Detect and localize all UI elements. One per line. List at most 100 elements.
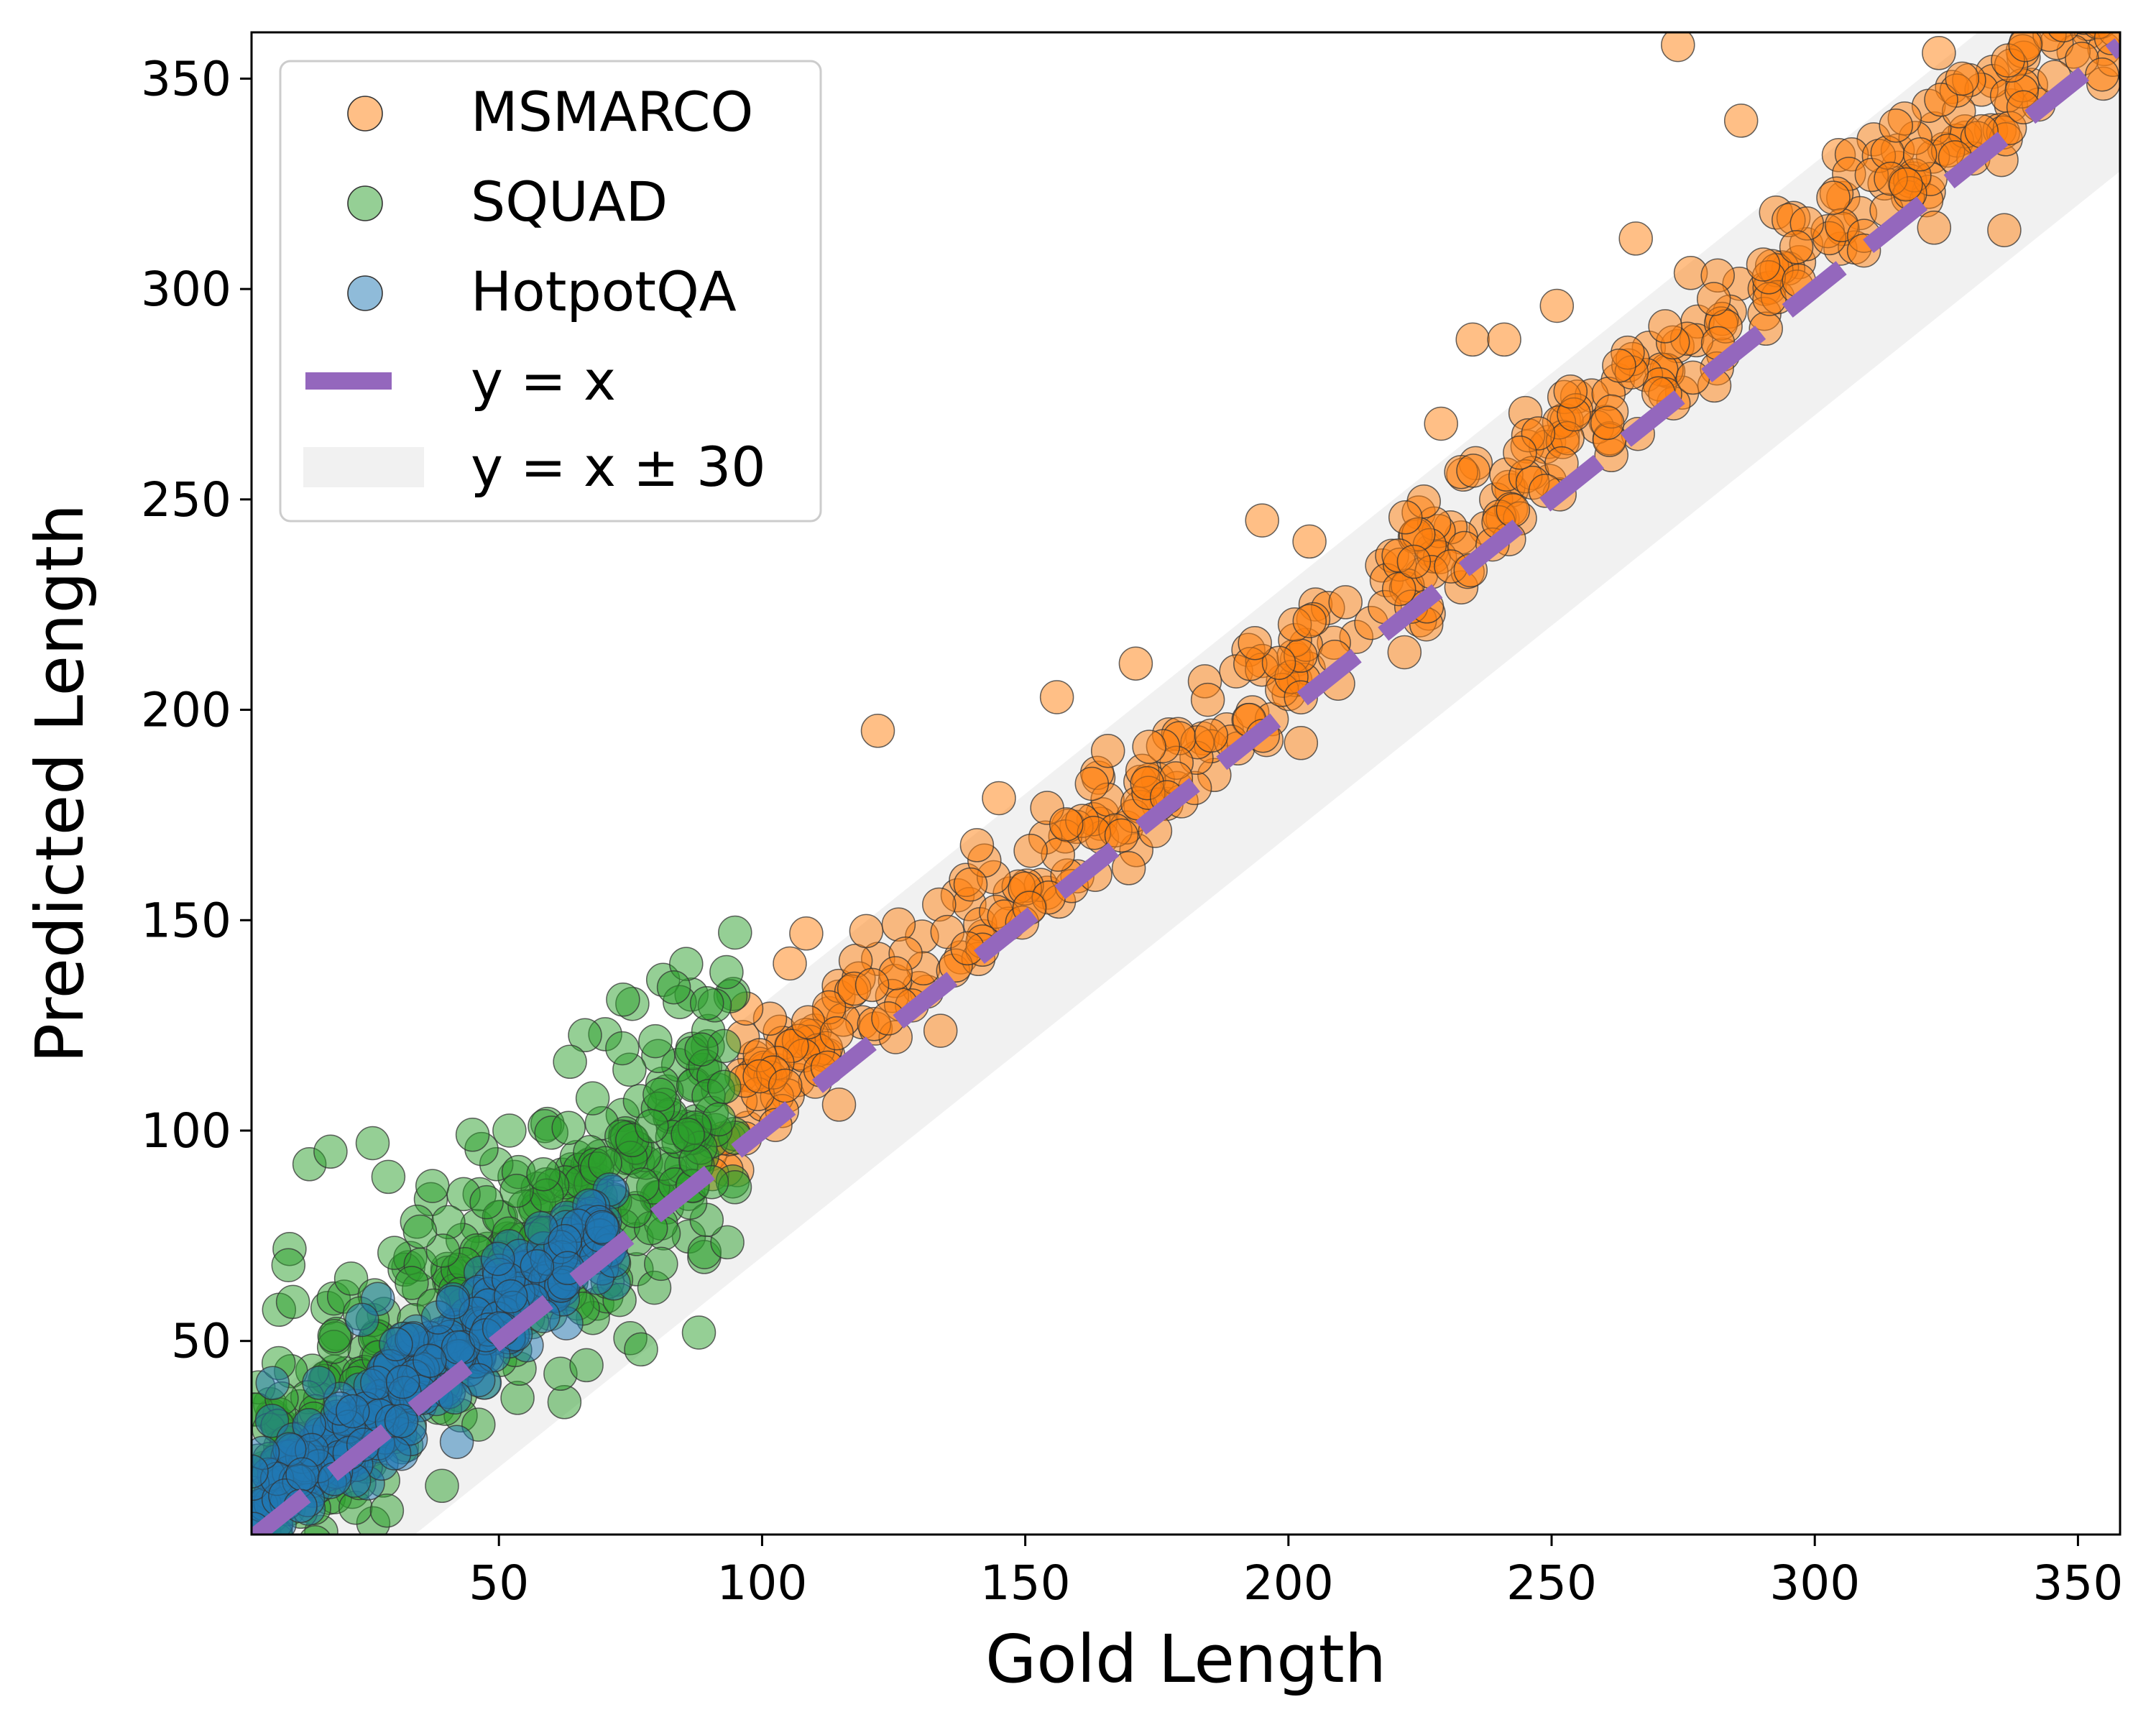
data-point	[371, 1159, 406, 1195]
data-point	[1424, 406, 1458, 441]
data-point	[526, 1156, 561, 1192]
data-point	[1544, 446, 1579, 481]
data-point	[252, 1454, 269, 1489]
data-point	[707, 1070, 742, 1104]
data-point	[415, 1169, 450, 1203]
data-point	[247, 1560, 280, 1593]
data-point	[953, 867, 988, 902]
data-point	[377, 1436, 412, 1471]
data-point	[395, 1266, 429, 1300]
y-tick-label: 100	[141, 1103, 231, 1159]
data-point	[2085, 57, 2119, 92]
data-point	[1381, 571, 1416, 607]
data-point	[1723, 104, 1759, 138]
data-point	[923, 1013, 958, 1048]
data-point	[1816, 180, 1851, 215]
data-point	[240, 1593, 273, 1626]
x-tick-label: 250	[1506, 1555, 1597, 1611]
data-point	[959, 828, 995, 862]
data-point	[881, 907, 916, 942]
data-point	[379, 1327, 413, 1361]
data-point	[255, 1366, 290, 1400]
data-point	[313, 1134, 348, 1169]
data-point	[1396, 544, 1432, 579]
data-point	[1245, 503, 1279, 538]
data-point	[285, 1457, 320, 1491]
data-point	[1917, 211, 1952, 245]
data-point	[606, 983, 640, 1017]
data-point	[271, 1248, 306, 1283]
data-point	[689, 986, 724, 1021]
data-point	[1924, 82, 1958, 117]
legend: MSMARCO SQUAD HotpotQA y = x y = x ± 30	[279, 60, 822, 523]
data-point	[1618, 221, 1653, 256]
data-point	[768, 1068, 803, 1103]
data-point	[302, 1366, 336, 1400]
x-tick-label: 150	[980, 1555, 1071, 1611]
y-axis: 50 100 150 200 250 300 350	[141, 51, 252, 1369]
x-tick-label: 300	[1769, 1555, 1860, 1611]
data-point	[860, 714, 895, 748]
data-point	[1889, 167, 1923, 202]
series-hotpotqa	[252, 1172, 631, 1535]
data-point	[1661, 32, 1695, 63]
data-point	[455, 1118, 490, 1152]
plot-frame	[250, 31, 2122, 1536]
data-point	[1190, 682, 1225, 717]
data-point	[624, 1332, 658, 1367]
data-point	[492, 1113, 527, 1148]
data-point	[819, 1016, 854, 1051]
data-point	[317, 1319, 352, 1353]
data-point	[821, 1087, 857, 1122]
y-tick-label: 150	[141, 893, 231, 948]
x-tick-label: 100	[717, 1555, 807, 1611]
data-point	[423, 1550, 456, 1583]
data-point	[1111, 851, 1146, 886]
data-point	[551, 1110, 586, 1145]
data-point	[1879, 108, 1913, 143]
legend-label-band: y = x ± 30	[471, 435, 766, 499]
data-point	[2089, 32, 2108, 35]
data-point	[520, 1249, 555, 1284]
data-point	[2008, 32, 2042, 63]
data-point	[635, 1109, 669, 1144]
data-point	[1090, 733, 1125, 768]
legend-label-hotpotqa: HotpotQA	[471, 259, 737, 323]
data-point	[1074, 766, 1110, 801]
data-point	[547, 1385, 582, 1420]
data-point	[1284, 726, 1319, 760]
data-point	[710, 1225, 745, 1260]
data-point	[575, 1081, 610, 1116]
data-point	[1746, 247, 1781, 282]
data-point	[1328, 585, 1363, 620]
x-tick-label: 200	[1243, 1555, 1334, 1611]
y-tick-label: 200	[141, 683, 231, 738]
data-point	[982, 781, 1016, 816]
data-point	[355, 1126, 390, 1161]
data-point	[1292, 604, 1327, 638]
data-point	[1503, 436, 1537, 470]
legend-marker-msmarco	[347, 96, 383, 132]
data-point	[849, 914, 884, 949]
data-point	[1553, 374, 1588, 409]
data-point	[1602, 348, 1636, 383]
data-point	[2075, 32, 2093, 35]
data-point	[275, 1609, 308, 1642]
data-point	[1487, 322, 1521, 357]
legend-marker-squad	[347, 185, 383, 221]
legend-label-msmarco: MSMARCO	[471, 80, 753, 144]
data-point	[1132, 730, 1166, 764]
data-point	[638, 1024, 673, 1059]
data-point	[402, 1214, 438, 1249]
data-point	[275, 1284, 310, 1320]
y-tick-label: 350	[141, 51, 231, 106]
x-axis-title: Gold Length	[985, 1621, 1386, 1698]
data-point	[569, 1348, 604, 1383]
data-point	[2032, 0, 2065, 25]
data-point	[305, 1539, 338, 1572]
data-point	[2067, 0, 2100, 30]
data-point	[1387, 635, 1422, 670]
data-point	[1388, 500, 1423, 535]
x-tick-label: 350	[2032, 1555, 2123, 1611]
